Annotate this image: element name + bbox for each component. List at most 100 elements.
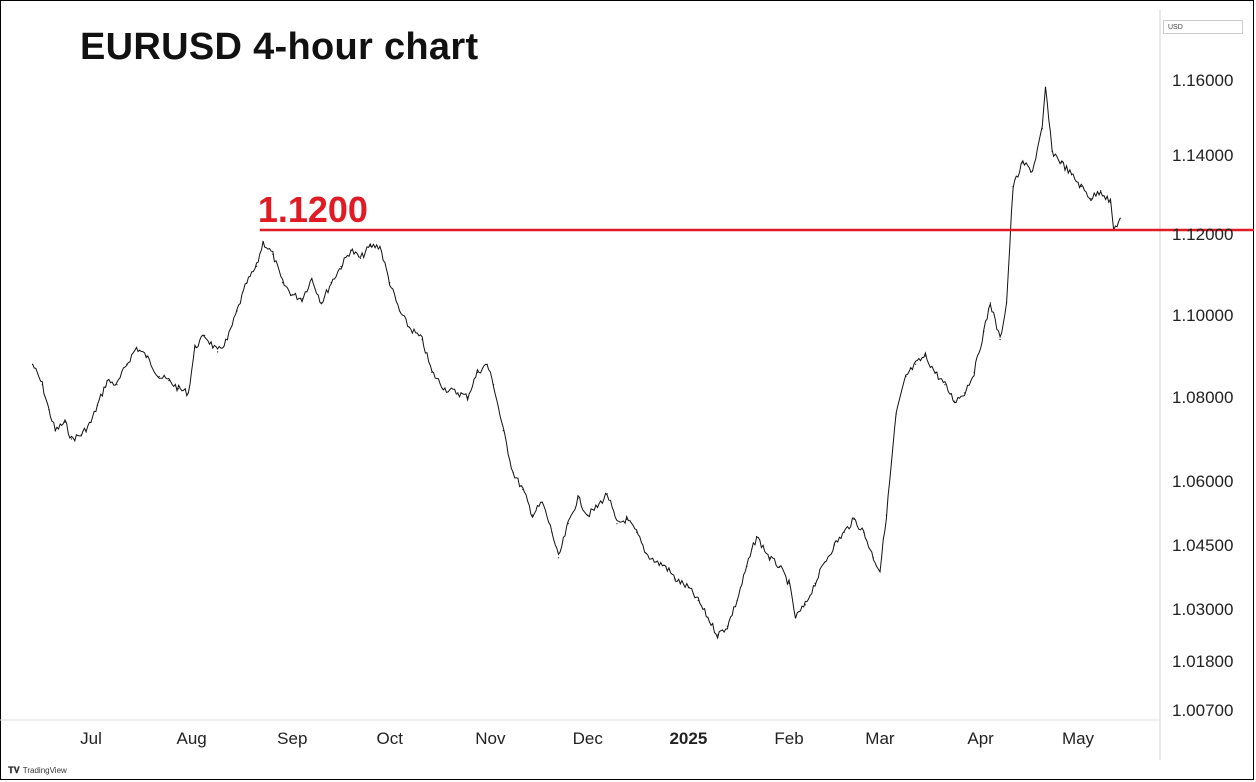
- price-point: [116, 384, 118, 386]
- price-point: [587, 514, 589, 516]
- price-point: [194, 347, 196, 349]
- price-point: [158, 375, 160, 378]
- price-point: [717, 634, 719, 636]
- price-point: [645, 552, 647, 555]
- price-point: [106, 380, 108, 382]
- price-point: [915, 363, 917, 365]
- resistance-level: 1.1200: [258, 189, 1254, 232]
- price-point: [954, 400, 956, 402]
- price-point: [54, 430, 56, 432]
- price-point: [999, 339, 1001, 341]
- price-point: [843, 531, 845, 533]
- price-point: [606, 493, 608, 495]
- watermark-text: TradingView: [22, 766, 67, 775]
- price-point: [1022, 162, 1024, 164]
- y-tick-label: 1.12000: [1172, 225, 1233, 244]
- price-point: [1012, 186, 1014, 188]
- price-point: [522, 488, 524, 491]
- price-point: [48, 409, 50, 411]
- price-point: [398, 310, 401, 312]
- price-point: [626, 518, 628, 521]
- price-point: [635, 531, 638, 533]
- chart-title: EURUSD 4-hour chart: [80, 26, 479, 68]
- price-point: [531, 514, 534, 516]
- price-point: [924, 355, 927, 357]
- price-point: [421, 339, 423, 341]
- y-tick-label: 1.04500: [1172, 536, 1233, 555]
- price-point: [90, 421, 92, 423]
- price-point: [281, 282, 284, 284]
- price-point: [973, 371, 975, 373]
- price-point: [665, 565, 667, 567]
- x-tick-label: Mar: [865, 729, 895, 748]
- price-point: [467, 396, 469, 398]
- price-point: [596, 506, 599, 508]
- price-point: [408, 326, 410, 328]
- x-tick-label: Nov: [475, 729, 506, 748]
- price-point: [567, 523, 569, 525]
- price-point: [330, 282, 332, 284]
- y-tick-label: 1.06000: [1172, 472, 1233, 491]
- price-point: [64, 421, 66, 423]
- price-point: [885, 514, 888, 516]
- price-point: [853, 518, 855, 521]
- price-point: [311, 277, 313, 280]
- x-tick-label: May: [1062, 729, 1095, 748]
- price-point: [178, 388, 180, 390]
- price-point: [291, 294, 293, 296]
- price-point: [246, 282, 248, 284]
- y-axis-ticks: 1.16000 1.14000 1.12000 1.10000 1.08000 1.060…: [1172, 71, 1233, 720]
- price-point: [768, 557, 771, 559]
- price-point: [126, 363, 128, 365]
- price-point: [983, 330, 985, 332]
- y-tick-label: 1.10000: [1172, 306, 1233, 325]
- price-point: [476, 371, 478, 373]
- y-tick-label: 1.03000: [1172, 600, 1233, 619]
- price-point: [551, 531, 553, 533]
- price-point: [145, 355, 147, 357]
- y-tick-label: 1.00700: [1172, 701, 1233, 720]
- y-tick-label: 1.16000: [1172, 71, 1233, 90]
- x-tick-label: Aug: [177, 729, 207, 748]
- price-point: [577, 497, 579, 499]
- price-point: [687, 587, 689, 589]
- x-tick-label: Jul: [80, 729, 102, 748]
- level-label: 1.1200: [258, 189, 368, 230]
- price-point: [804, 604, 806, 606]
- price-point: [989, 302, 991, 304]
- price-point: [814, 582, 816, 585]
- price-point: [944, 384, 946, 386]
- axis-lines: [0, 10, 1161, 760]
- x-tick-label: Feb: [774, 729, 803, 748]
- price-point: [905, 375, 907, 378]
- price-point: [895, 413, 897, 415]
- price-point: [1061, 162, 1063, 164]
- price-point: [350, 249, 352, 251]
- price-point: [431, 371, 433, 373]
- price-point: [833, 544, 836, 546]
- price-point: [236, 310, 238, 312]
- price-point: [824, 561, 826, 563]
- price-point: [655, 561, 657, 563]
- price-point: [80, 434, 82, 436]
- x-tick-label: Apr: [967, 729, 994, 748]
- tradingview-logo: 𝐓𝐕 TradingView: [8, 765, 67, 776]
- price-point: [70, 438, 73, 440]
- price-point: [389, 282, 391, 284]
- price-point: [41, 384, 43, 386]
- price-point: [1090, 197, 1092, 200]
- price-point: [168, 380, 170, 382]
- price-point: [541, 501, 543, 503]
- price-point: [863, 531, 865, 533]
- price-point: [707, 617, 709, 619]
- x-tick-label: 2025: [669, 729, 707, 748]
- price-line: [32, 86, 1121, 640]
- price-series: [31, 86, 1121, 640]
- price-point: [1109, 201, 1112, 203]
- x-tick-label: Sep: [277, 729, 307, 748]
- price-point: [512, 472, 514, 474]
- price-point: [788, 582, 790, 585]
- price-point: [879, 570, 881, 572]
- price-point: [204, 334, 206, 337]
